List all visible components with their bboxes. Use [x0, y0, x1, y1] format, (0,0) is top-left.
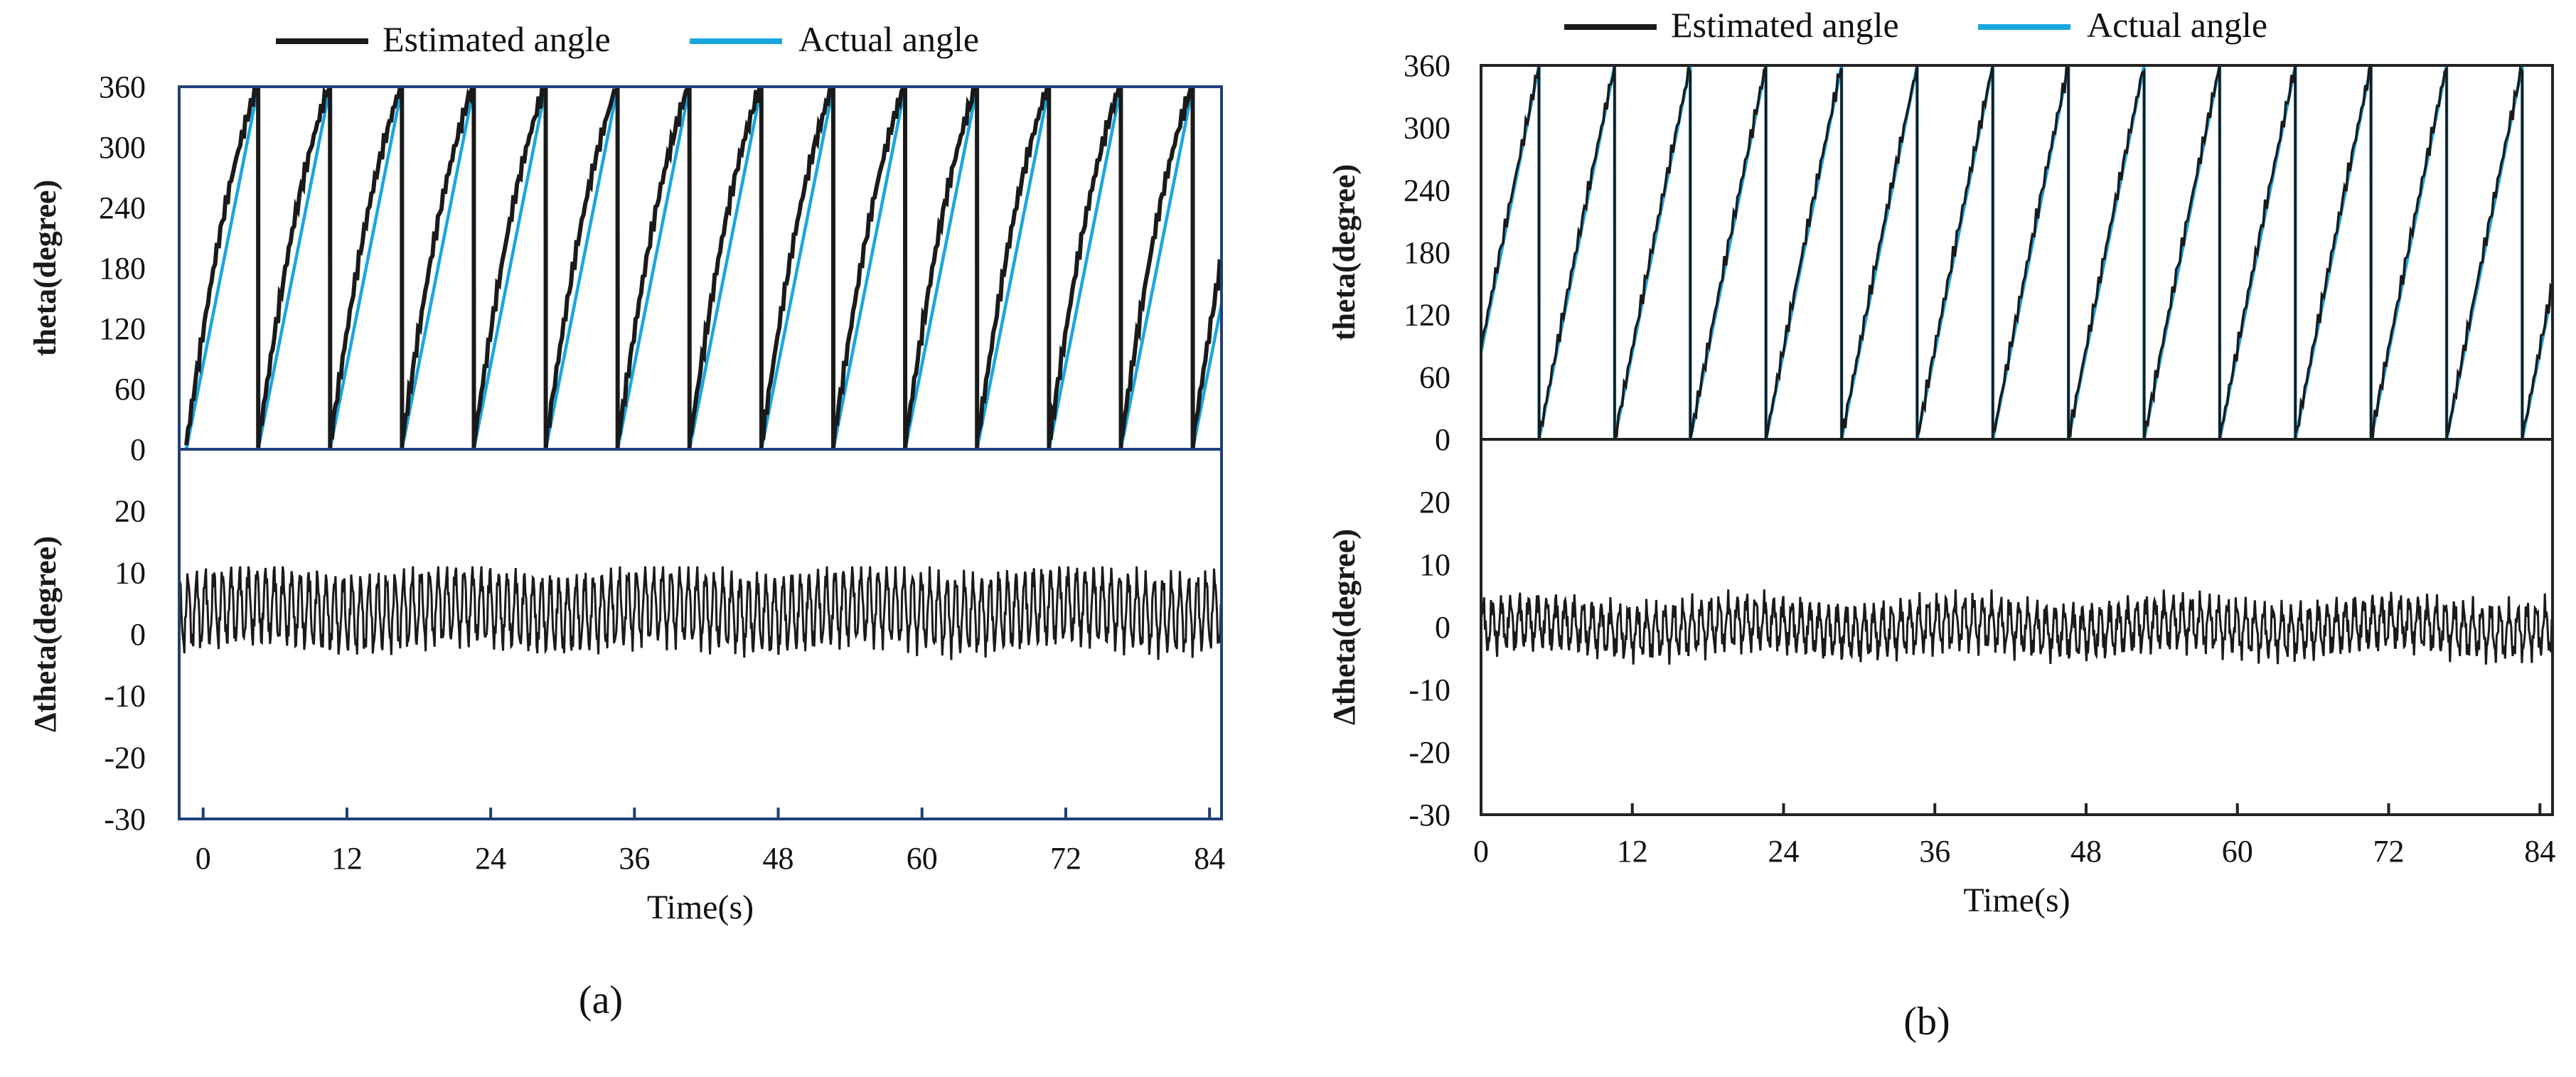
- x-tick-label: 72: [1050, 841, 1081, 876]
- y-tick-label-bottom: -20: [104, 740, 146, 775]
- x-tick-label: 84: [1194, 841, 1225, 876]
- x-tick-label: 24: [475, 841, 506, 876]
- y-tick-label-top: 360: [99, 70, 146, 105]
- y-tick-label-top: 0: [1435, 422, 1450, 457]
- y-axis-label-top: theta(degree): [28, 180, 63, 356]
- y-tick-label-bottom: -10: [1409, 673, 1450, 707]
- panel-caption-b: (b): [1903, 1000, 1950, 1044]
- x-tick-label: 60: [2222, 834, 2253, 869]
- y-tick-label-bottom: 0: [130, 617, 146, 652]
- y-axis-label-bottom: Δtheta(degree): [28, 536, 63, 732]
- y-tick-label-top: 60: [1419, 360, 1450, 395]
- panel-caption-a: (a): [579, 978, 623, 1022]
- y-tick-label-top: 300: [1404, 111, 1450, 146]
- y-tick-label-bottom: -20: [1409, 735, 1450, 770]
- legend-label-actual: Actual angle: [798, 19, 979, 59]
- series-angle-error: [179, 566, 1222, 660]
- y-tick-label-top: 240: [1404, 173, 1450, 208]
- x-tick-label: 84: [2524, 834, 2555, 869]
- series-estimated-angle: [184, 87, 1222, 449]
- y-tick-label-bottom: -10: [104, 679, 146, 714]
- x-tick-label: 36: [619, 841, 650, 876]
- y-tick-label-bottom: 20: [114, 494, 146, 529]
- legend-label-estimated: Estimated angle: [1671, 5, 1899, 45]
- y-tick-label-top: 300: [99, 130, 146, 165]
- series-estimated-angle: [1481, 65, 2553, 439]
- legend-label-estimated: Estimated angle: [383, 19, 611, 59]
- x-tick-label: 0: [196, 841, 211, 876]
- y-tick-label-bottom: 20: [1419, 485, 1450, 520]
- y-tick-label-top: 180: [99, 251, 146, 286]
- x-axis-label: Time(s): [1963, 882, 2070, 919]
- x-tick-label: 60: [907, 841, 938, 876]
- x-tick-label: 48: [2070, 834, 2102, 869]
- y-tick-label-bottom: -30: [1409, 798, 1450, 832]
- x-tick-label: 0: [1473, 834, 1489, 869]
- y-tick-label-top: 0: [130, 432, 146, 467]
- legend: Estimated angle Actual angle: [276, 19, 979, 59]
- y-tick-label-bottom: -30: [104, 802, 146, 837]
- y-tick-label-top: 240: [99, 191, 146, 225]
- x-tick-label: 12: [1617, 834, 1648, 869]
- x-tick-label: 12: [331, 841, 363, 876]
- x-tick-label: 24: [1768, 834, 1800, 869]
- y-tick-label-top: 60: [114, 372, 146, 407]
- y-tick-label-bottom: 10: [114, 555, 146, 590]
- y-tick-label-top: 120: [1404, 298, 1450, 333]
- y-tick-label-bottom: 10: [1419, 547, 1450, 582]
- legend: Estimated angle Actual angle: [1564, 5, 2267, 45]
- y-axis-label-bottom: Δtheta(degree): [1327, 529, 1362, 725]
- y-axis-label-top: theta(degree): [1327, 164, 1362, 341]
- y-tick-label-bottom: 0: [1435, 610, 1450, 645]
- legend-label-actual: Actual angle: [2087, 5, 2267, 45]
- chart-panel-b: 0 60 120 180 240 300 360 -30 -20 -10 0 10 20 0 12 24 36 4…: [1327, 5, 2555, 1044]
- x-axis-label: Time(s): [647, 889, 754, 926]
- y-tick-label-top: 120: [99, 311, 146, 346]
- x-tick-label: 36: [1919, 834, 1950, 869]
- y-tick-label-top: 360: [1404, 48, 1450, 83]
- y-tick-label-top: 180: [1404, 235, 1450, 270]
- chart-panel-a: 0 60 120 180 240 300 360 -30 -20 -10 0 10 20 0 12 24 36 4…: [28, 19, 1225, 1022]
- plot-frame: [178, 85, 1223, 820]
- series-angle-error: [1481, 589, 2553, 665]
- x-tick-label: 48: [763, 841, 794, 876]
- x-tick-label: 72: [2373, 834, 2405, 869]
